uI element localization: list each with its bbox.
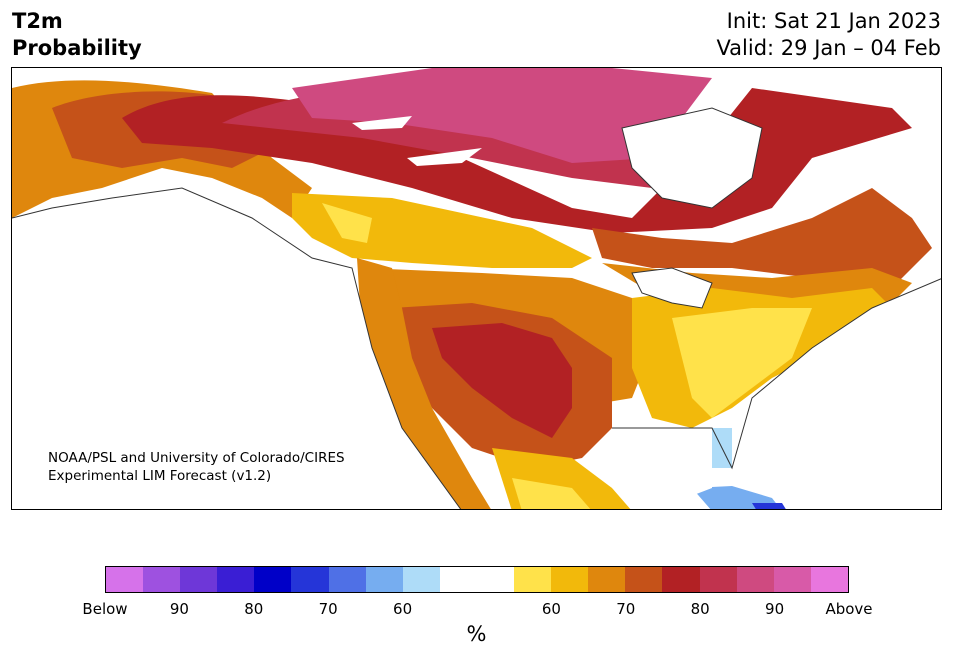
colorbar-tick-label: 60 — [541, 600, 561, 618]
title-line-2: Probability — [12, 36, 142, 60]
colorbar-segment — [365, 567, 403, 592]
colorbar-segment — [662, 567, 700, 592]
colorbar-segment — [625, 567, 663, 592]
region-rust-east-canada — [592, 188, 932, 288]
colorbar-segment — [514, 567, 552, 592]
colorbar-ticks: Below 90 80 70 60 60 70 80 90 Above — [82, 600, 872, 620]
colorbar-tick-label: 90 — [169, 600, 189, 618]
north-america-map — [12, 68, 941, 509]
colorbar-segment — [736, 567, 774, 592]
colorbar — [105, 566, 849, 593]
coastline — [12, 187, 941, 509]
region-orange-westcoast — [357, 258, 491, 509]
credit-line-1: NOAA/PSL and University of Colorado/CIRE… — [48, 450, 345, 466]
great-slave-lake — [407, 148, 482, 166]
colorbar-segment — [254, 567, 292, 592]
colorbar-segment — [402, 567, 440, 592]
init-date: Init: Sat 21 Jan 2023 — [726, 9, 941, 33]
colorbar-segment — [773, 567, 811, 592]
colorbar-tick-label: 70 — [318, 600, 338, 618]
pacific-ocean — [12, 188, 461, 509]
colorbar-segment — [439, 567, 477, 592]
region-pink-arctic — [292, 68, 712, 163]
region-red-southwest — [432, 323, 572, 438]
colorbar-segment — [328, 567, 366, 592]
region-yellow-mexico — [512, 478, 591, 509]
colorbar-tick-label: 60 — [393, 600, 413, 618]
credit-text: NOAA/PSL and University of Colorado/CIRE… — [48, 449, 345, 485]
colorbar-segment — [551, 567, 589, 592]
probability-map — [11, 67, 942, 510]
gulf-of-mexico — [612, 428, 712, 509]
region-yellow-west — [322, 203, 372, 243]
chart-title: T2m Probability — [12, 8, 142, 62]
hudson-bay — [621, 107, 763, 209]
colorbar-segment — [588, 567, 626, 592]
valid-date: Valid: 29 Jan – 04 Feb — [716, 36, 941, 60]
colorbar-segment — [106, 567, 144, 592]
colorbar-segment — [476, 567, 515, 592]
title-line-1: T2m — [12, 9, 63, 33]
colorbar-tick-label: 70 — [616, 600, 636, 618]
great-lakes — [631, 267, 713, 309]
colorbar-tick-label: 80 — [690, 600, 710, 618]
colorbar-segment — [180, 567, 218, 592]
colorbar-tick-label: Above — [825, 600, 873, 618]
colorbar-tick-label: 80 — [244, 600, 264, 618]
colorbar-segment — [143, 567, 181, 592]
colorbar-tick-label: Below — [82, 600, 128, 618]
colorbar-segment — [217, 567, 255, 592]
colorbar-segment — [810, 567, 848, 592]
region-gold-west — [292, 193, 592, 268]
forecast-dates: Init: Sat 21 Jan 2023 Valid: 29 Jan – 04… — [716, 8, 941, 62]
region-darkblue-caribbean — [752, 503, 786, 509]
region-yellow-east — [672, 308, 812, 418]
colorbar-tick-label: 90 — [765, 600, 785, 618]
colorbar-unit-label: % — [466, 622, 487, 646]
credit-line-2: Experimental LIM Forecast (v1.2) — [48, 468, 272, 484]
colorbar-segment — [291, 567, 329, 592]
atlantic-ocean — [752, 278, 941, 509]
colorbar-segment — [699, 567, 737, 592]
great-bear-lake — [352, 116, 412, 130]
